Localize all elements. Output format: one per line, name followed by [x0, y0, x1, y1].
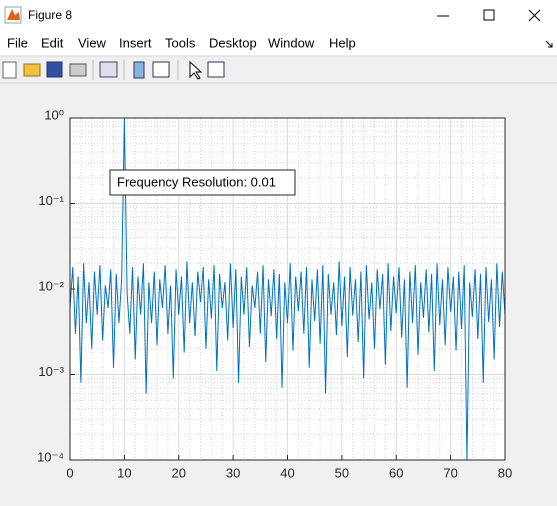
icon-shape — [7, 9, 20, 20]
title-bar — [0, 0, 557, 30]
app-icon — [4, 6, 22, 24]
y-tick-label: 10⁻² — [38, 278, 64, 293]
y-tick-label: 10⁰ — [44, 107, 64, 122]
tool-save[interactable] — [46, 61, 63, 78]
y-tick-label: 10⁻⁴ — [37, 449, 64, 464]
tool-link[interactable] — [99, 61, 118, 78]
menu-item[interactable]: View — [78, 35, 107, 50]
menu-item[interactable]: File — [7, 35, 28, 50]
maximize-button[interactable] — [483, 9, 495, 21]
menu-item[interactable]: Edit — [41, 35, 64, 50]
menu-item[interactable]: Tools — [165, 35, 196, 50]
tool-open[interactable] — [23, 63, 41, 77]
menu-item[interactable]: Insert — [119, 35, 152, 50]
axes: 10⁻⁴ 10⁻³ 10⁻² 10⁻¹ 10⁰ 0 10 20 30 40 50 60 70 80 Freq… — [37, 107, 512, 480]
axes-box — [69, 117, 506, 461]
menu-item[interactable]: Desktop — [209, 35, 257, 50]
tool-property[interactable] — [207, 61, 225, 78]
annotation-box — [109, 169, 296, 196]
window-title: Figure 8 — [28, 8, 72, 22]
menu-item[interactable]: Help — [329, 35, 356, 50]
y-tick-label: 10⁻¹ — [38, 193, 64, 208]
x-tick-label: 60 — [389, 465, 403, 480]
x-tick-label: 80 — [498, 465, 512, 480]
menu-bar — [0, 30, 557, 56]
menu-item[interactable]: Window — [268, 35, 315, 50]
y-tick-label: 10⁻³ — [38, 364, 64, 379]
tool-new[interactable] — [2, 61, 17, 79]
tool-pointer[interactable] — [189, 60, 203, 80]
x-tick-label: 70 — [443, 465, 457, 480]
tool-colorbar[interactable] — [133, 61, 145, 79]
x-tick-label: 20 — [172, 465, 186, 480]
x-tick-label: 10 — [117, 465, 131, 480]
close-button[interactable] — [528, 9, 541, 22]
toolbar — [2, 60, 225, 80]
annotation: Frequency Resolution: 0.01 — [117, 174, 276, 189]
x-tick-label: 0 — [66, 465, 73, 480]
menu: File Edit View Insert Tools Desktop Window Help — [7, 35, 356, 50]
dock-arrow[interactable] — [545, 40, 553, 48]
tool-legend[interactable] — [152, 61, 170, 78]
data-line — [69, 117, 506, 461]
x-tick-label: 50 — [335, 465, 349, 480]
x-tick-label: 30 — [226, 465, 240, 480]
tool-print[interactable] — [69, 63, 87, 77]
x-tick-label: 40 — [280, 465, 294, 480]
